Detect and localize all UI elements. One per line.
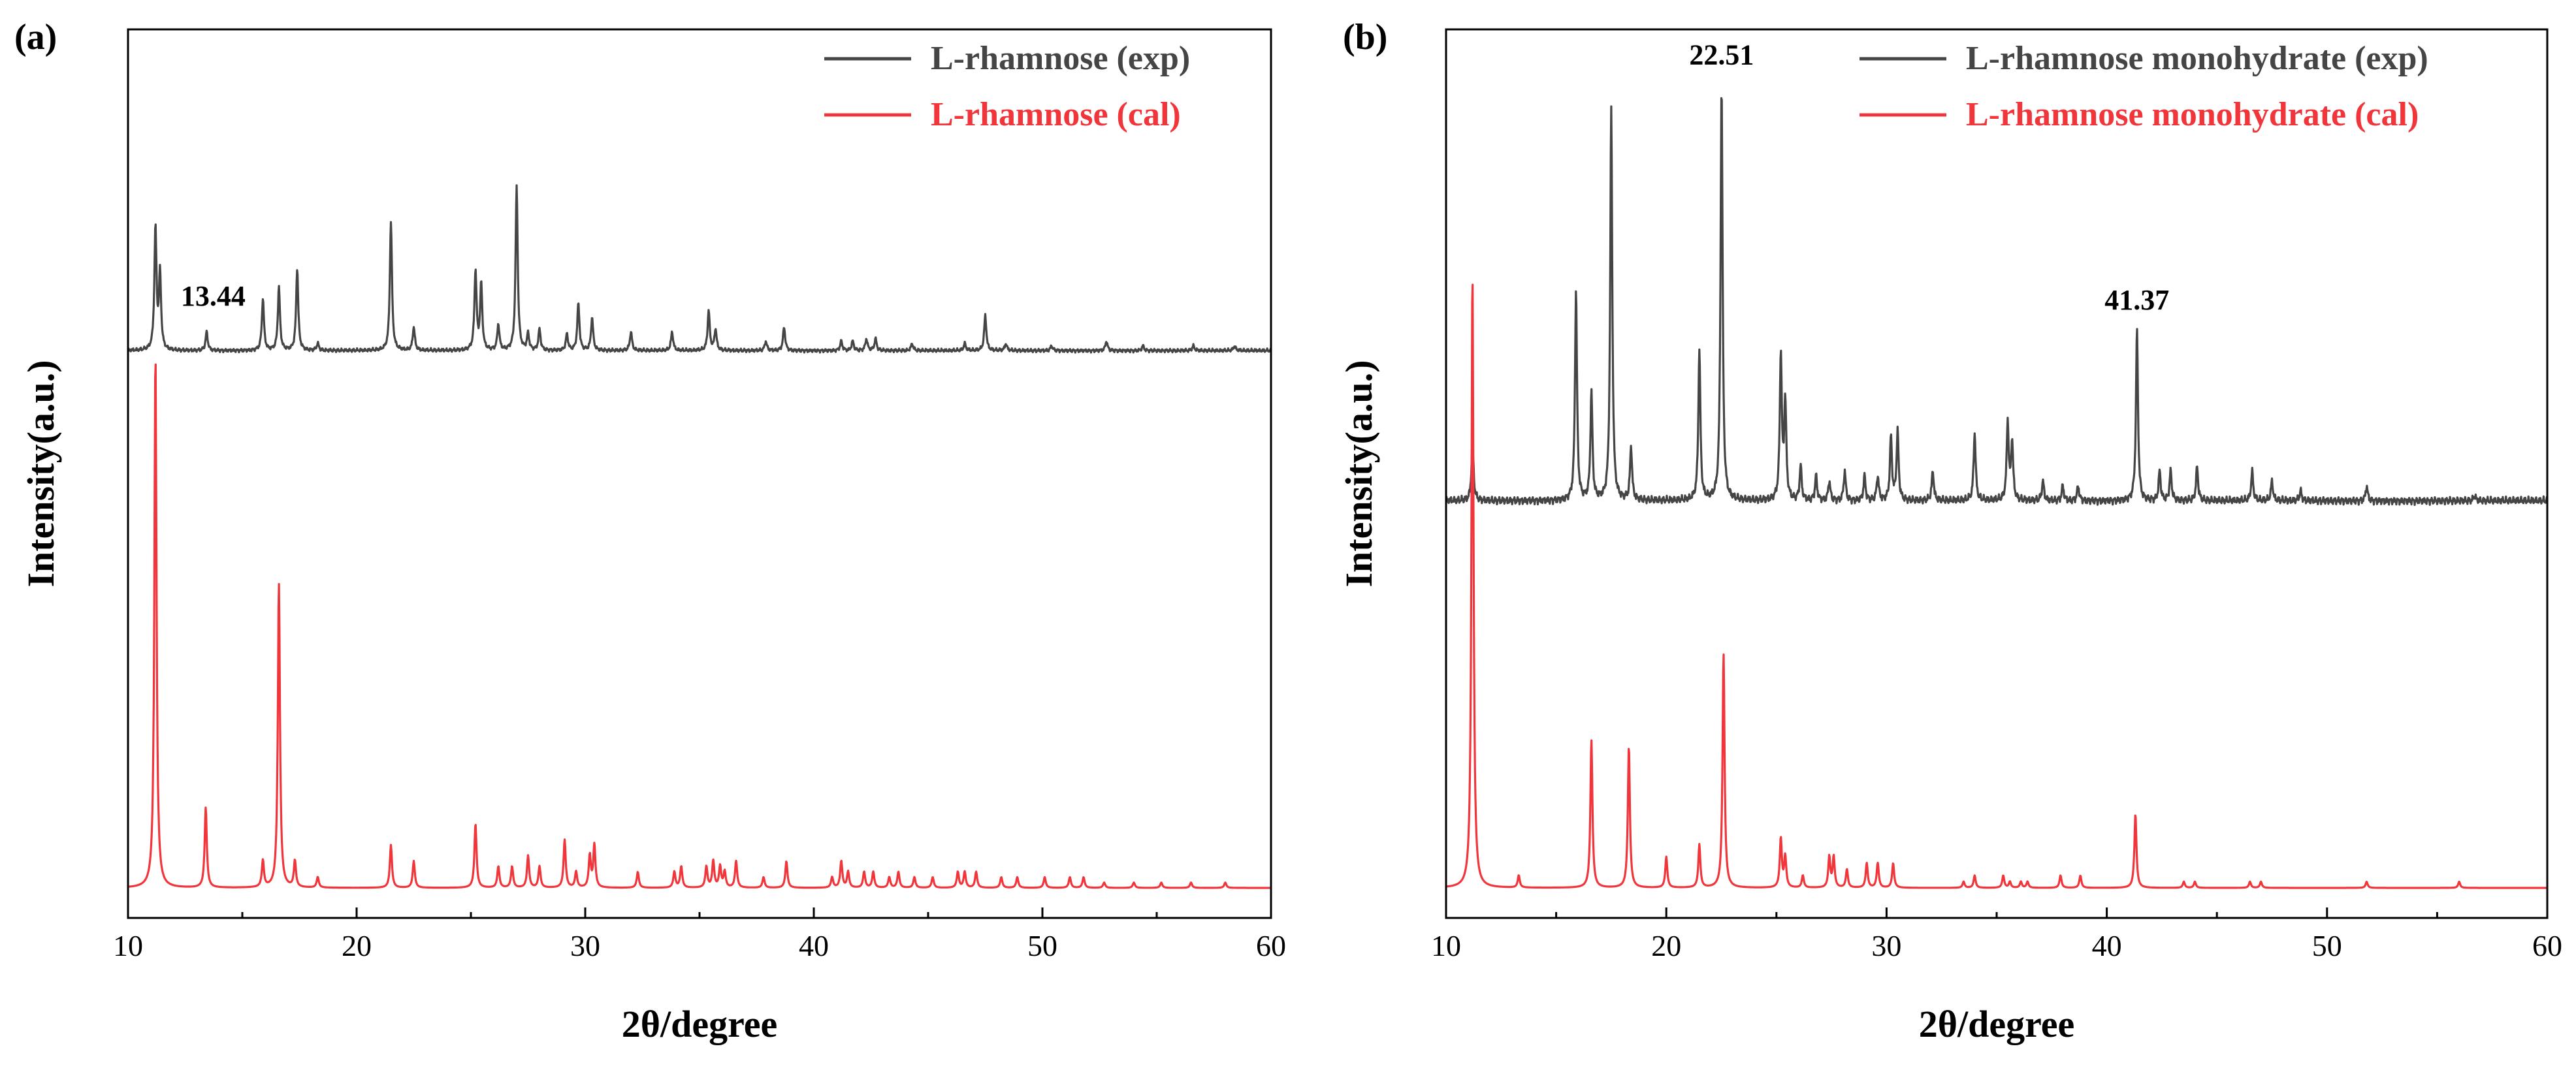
panel-label: (a) — [14, 17, 57, 57]
series-line-l-rhamnose-monohydrate-cal — [1445, 283, 2548, 889]
y-axis-title: Intensity(a.u.) — [20, 360, 62, 587]
legend-label-exp: L-rhamnose monohydrate (exp) — [1966, 40, 2428, 77]
x-tick-label: 60 — [2532, 929, 2562, 962]
peak-annotation: 13.44 — [181, 280, 246, 312]
x-tick-label: 50 — [2312, 929, 2342, 962]
x-tick-label: 60 — [1256, 929, 1286, 962]
legend-label-exp: L-rhamnose (exp) — [931, 40, 1190, 77]
x-tick-label: 30 — [1871, 929, 1901, 962]
x-axis-title: 2θ/degree — [622, 1003, 778, 1045]
panel-label: (b) — [1343, 17, 1387, 57]
legend-label-cal: L-rhamnose (cal) — [931, 96, 1181, 133]
x-tick-label: 10 — [1431, 929, 1461, 962]
x-tick-label: 20 — [342, 929, 372, 962]
y-axis-title: Intensity(a.u.) — [1338, 360, 1380, 587]
panel-a: (a) 10 20 30 40 50 60 2θ/degree Intensity(a.u.) L… — [14, 17, 1286, 1045]
series-line-l-rhamnose-exp — [127, 184, 1272, 354]
series-line-l-rhamnose-cal — [127, 363, 1272, 889]
x-tick-label: 40 — [799, 929, 829, 962]
legend-label-cal: L-rhamnose monohydrate (cal) — [1966, 96, 2419, 133]
x-tick-label: 40 — [2092, 929, 2122, 962]
x-axis-title: 2θ/degree — [1919, 1003, 2075, 1045]
panel-b: (b) 10 20 30 40 50 60 2θ/degree Intensity(a.u.) L… — [1338, 17, 2562, 1045]
x-tick-label: 20 — [1651, 929, 1681, 962]
peak-annotation: 41.37 — [2104, 284, 2169, 316]
series-line-l-rhamnose-monohydrate-exp — [1445, 97, 2549, 506]
x-tick-label: 50 — [1027, 929, 1057, 962]
peak-annotation: 22.51 — [1689, 39, 1754, 71]
plot-frame — [127, 28, 1272, 919]
x-tick-label: 30 — [570, 929, 600, 962]
x-tick-label: 10 — [113, 929, 143, 962]
